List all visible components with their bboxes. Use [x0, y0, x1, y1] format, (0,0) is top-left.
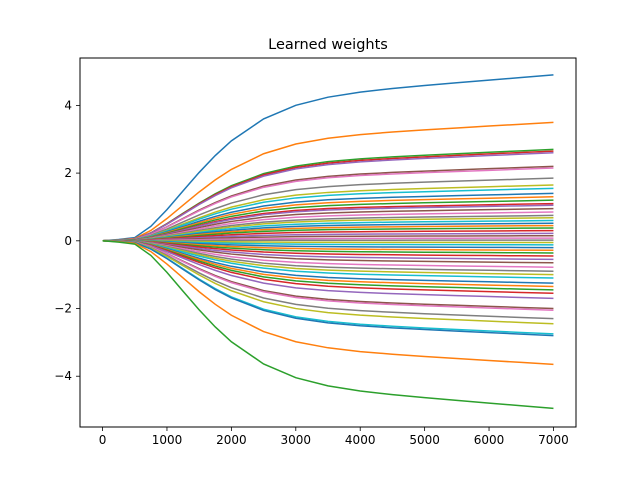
- series-line: [102, 121, 554, 242]
- series-line: [102, 240, 554, 337]
- x-tick-label: 4000: [345, 433, 376, 447]
- series-line: [102, 240, 554, 325]
- y-axis: −4 −2 0 2 4: [54, 98, 80, 383]
- x-axis: 0 1000 2000 3000 4000 5000 6000 7000: [99, 427, 569, 447]
- y-tick-label: 4: [64, 98, 72, 112]
- x-tick-label: 0: [99, 433, 107, 447]
- y-tick-label: 2: [64, 166, 72, 180]
- x-tick-label: 1000: [152, 433, 183, 447]
- y-tick-label: −4: [54, 369, 72, 383]
- x-tick-label: 6000: [474, 433, 505, 447]
- chart-title: Learned weights: [268, 37, 388, 53]
- y-tick-label: −2: [54, 302, 72, 316]
- x-tick-label: 7000: [538, 433, 569, 447]
- series-layer: [102, 74, 554, 410]
- x-tick-label: 2000: [216, 433, 247, 447]
- series-line: [102, 240, 554, 300]
- y-tick-label: 0: [64, 234, 72, 248]
- series-line: [102, 240, 554, 410]
- series-line: [102, 240, 554, 366]
- x-tick-label: 5000: [409, 433, 440, 447]
- plot-frame: [79, 57, 577, 428]
- series-line: [102, 152, 554, 242]
- series-line: [102, 167, 554, 242]
- x-tick-label: 3000: [281, 433, 312, 447]
- series-line: [102, 74, 554, 242]
